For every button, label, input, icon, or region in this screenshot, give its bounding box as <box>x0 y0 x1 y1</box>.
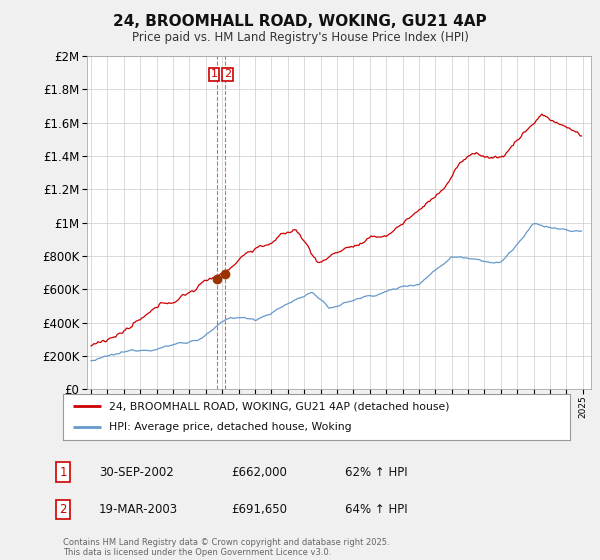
Text: 19-MAR-2003: 19-MAR-2003 <box>99 503 178 516</box>
Text: Contains HM Land Registry data © Crown copyright and database right 2025.
This d: Contains HM Land Registry data © Crown c… <box>63 538 389 557</box>
Text: 24, BROOMHALL ROAD, WOKING, GU21 4AP: 24, BROOMHALL ROAD, WOKING, GU21 4AP <box>113 14 487 29</box>
Text: 30-SEP-2002: 30-SEP-2002 <box>99 465 174 479</box>
Text: 2: 2 <box>224 69 231 80</box>
Text: £662,000: £662,000 <box>231 465 287 479</box>
Text: £691,650: £691,650 <box>231 503 287 516</box>
Text: HPI: Average price, detached house, Woking: HPI: Average price, detached house, Woki… <box>109 422 351 432</box>
Text: Price paid vs. HM Land Registry's House Price Index (HPI): Price paid vs. HM Land Registry's House … <box>131 31 469 44</box>
Text: 1: 1 <box>59 465 67 479</box>
Text: 24, BROOMHALL ROAD, WOKING, GU21 4AP (detached house): 24, BROOMHALL ROAD, WOKING, GU21 4AP (de… <box>109 401 449 411</box>
Text: 1: 1 <box>211 69 218 80</box>
Text: 2: 2 <box>59 503 67 516</box>
Text: 62% ↑ HPI: 62% ↑ HPI <box>345 465 407 479</box>
Text: 64% ↑ HPI: 64% ↑ HPI <box>345 503 407 516</box>
